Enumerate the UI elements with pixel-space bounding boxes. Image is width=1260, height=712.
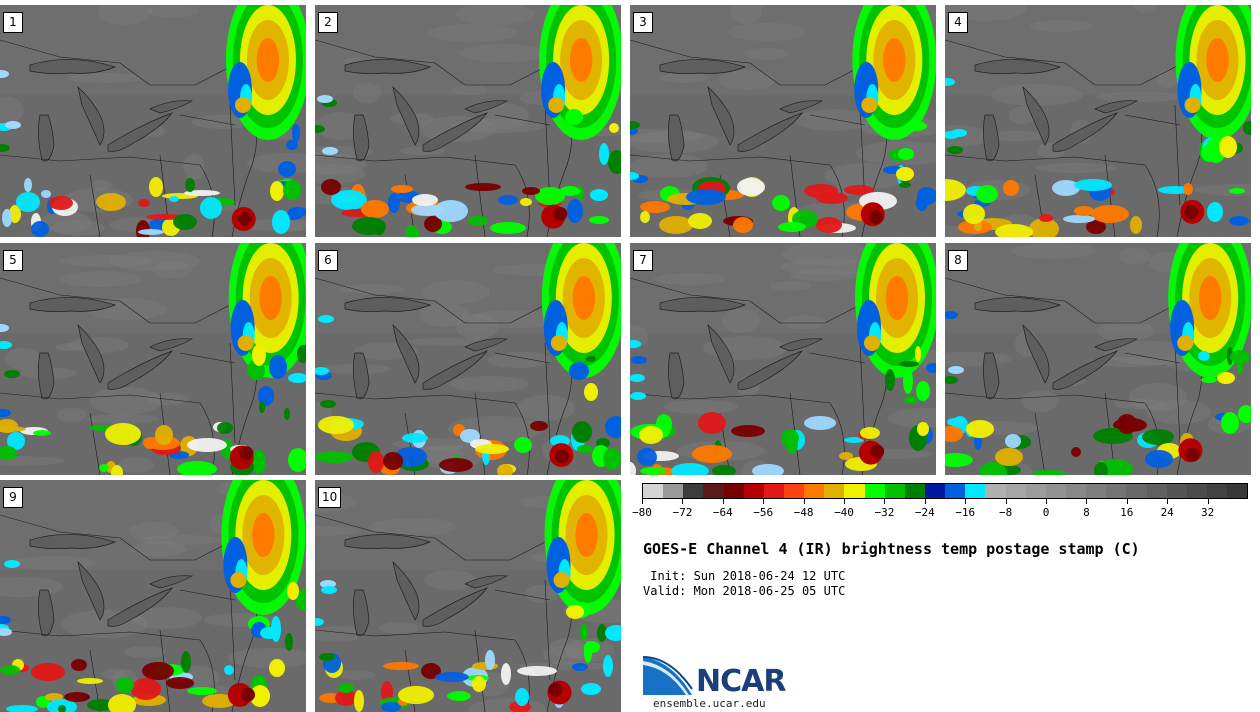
- panel-number: 1: [3, 12, 23, 33]
- colorbar-cell: [945, 484, 966, 498]
- colorbar-tick: [924, 499, 926, 504]
- map-panel: 3: [630, 5, 936, 237]
- panel-number: 7: [633, 250, 653, 271]
- colorbar-tick-label: 32: [1200, 506, 1215, 519]
- map-panel: 2: [315, 5, 621, 237]
- colorbar-tick: [1005, 499, 1007, 504]
- colorbar-cell: [643, 484, 664, 498]
- colorbar-tick: [682, 499, 684, 504]
- colorbar-tick: [1167, 499, 1169, 504]
- colorbar-tick: [1046, 499, 1047, 504]
- colorbar-cell: [703, 484, 724, 498]
- colorbar-cell: [1045, 484, 1066, 498]
- colorbar-cell: [904, 484, 925, 498]
- panel-number: 4: [948, 12, 968, 33]
- colorbar-tick: [1126, 499, 1128, 504]
- colorbar-tick-label: −40: [834, 506, 854, 519]
- ncar-logo-text: NCAR: [696, 664, 786, 699]
- map-panel: 1: [0, 5, 306, 237]
- init-time: Init: Sun 2018-06-24 12 UTC: [643, 569, 846, 583]
- colorbar: [642, 483, 1248, 499]
- colorbar-tick-label: 16: [1120, 506, 1134, 519]
- colorbar-tick: [803, 499, 805, 504]
- colorbar-tick-label: 24: [1160, 506, 1174, 519]
- colorbar-cell: [884, 484, 905, 498]
- colorbar-cell: [1206, 484, 1228, 498]
- map-panel: 8: [945, 243, 1251, 475]
- colorbar-tick-label: −32: [874, 506, 895, 519]
- colorbar-tick-label: −48: [793, 506, 814, 519]
- colorbar-cell: [965, 484, 986, 498]
- colorbar-tick: [642, 499, 643, 504]
- colorbar-tick: [844, 499, 845, 504]
- colorbar-tick-label: −16: [955, 506, 976, 519]
- colorbar-tick: [884, 499, 886, 504]
- colorbar-cell: [1086, 484, 1107, 498]
- colorbar-cell: [804, 484, 825, 498]
- colorbar-cell: [663, 484, 684, 498]
- colorbar-tick: [965, 499, 967, 504]
- colorbar-tick: [722, 499, 724, 504]
- colorbar-cell: [763, 484, 784, 498]
- valid-time: Valid: Mon 2018-06-25 05 UTC: [643, 584, 846, 598]
- colorbar-tick-label: −72: [672, 506, 693, 519]
- panel-number: 3: [633, 12, 653, 33]
- map-panel: 7: [630, 243, 936, 475]
- panel-number: 2: [318, 12, 338, 33]
- colorbar-cell: [743, 484, 764, 498]
- colorbar-cell: [783, 484, 805, 498]
- colorbar-cell: [1126, 484, 1147, 498]
- map-panel: 5: [0, 243, 306, 475]
- colorbar-cell: [1106, 484, 1127, 498]
- site-url: ensemble.ucar.edu: [653, 697, 766, 710]
- panel-number: 8: [948, 250, 968, 271]
- colorbar-tick: [1086, 499, 1088, 504]
- colorbar-cell: [1146, 484, 1167, 498]
- colorbar-cell: [723, 484, 744, 498]
- colorbar-tick-label: −24: [914, 506, 935, 519]
- figure-title: GOES-E Channel 4 (IR) brightness temp po…: [643, 540, 1140, 558]
- colorbar-ticks: −80 −72 −64 −56 −48 −40 −32 −24 −16 −8 0 8 16 24 32: [632, 499, 1248, 523]
- map-panel: 4: [945, 5, 1251, 237]
- ncar-logo: [642, 656, 693, 695]
- colorbar-tick-label: −64: [712, 506, 733, 519]
- colorbar-cell: [824, 484, 845, 498]
- colorbar-cell: [1166, 484, 1187, 498]
- panel-number: 10: [318, 487, 342, 508]
- panel-number: 5: [3, 250, 23, 271]
- colorbar-cell: [985, 484, 1006, 498]
- panel-number: 6: [318, 250, 338, 271]
- colorbar-tick-label: −80: [632, 506, 652, 519]
- map-panel: 9: [0, 480, 306, 712]
- colorbar-cell: [683, 484, 704, 498]
- colorbar-tick-label: 0: [1042, 506, 1050, 519]
- colorbar-cell: [1186, 484, 1207, 498]
- colorbar-cell: [864, 484, 885, 498]
- colorbar-cell: [924, 484, 946, 498]
- colorbar-cell: [1005, 484, 1026, 498]
- map-panel: 6: [315, 243, 621, 475]
- panel-number: 9: [3, 487, 23, 508]
- colorbar-tick-label: −8: [998, 506, 1013, 519]
- colorbar-tick-label: 8: [1083, 506, 1090, 519]
- colorbar-tick: [1207, 499, 1209, 504]
- colorbar-tick-label: −56: [753, 506, 774, 519]
- colorbar-cell: [844, 484, 865, 498]
- colorbar-cell: [1025, 484, 1046, 498]
- map-panel: 10: [315, 480, 621, 712]
- colorbar-tick: [763, 499, 765, 504]
- colorbar-cell: [1065, 484, 1087, 498]
- colorbar-cell: [1227, 484, 1248, 498]
